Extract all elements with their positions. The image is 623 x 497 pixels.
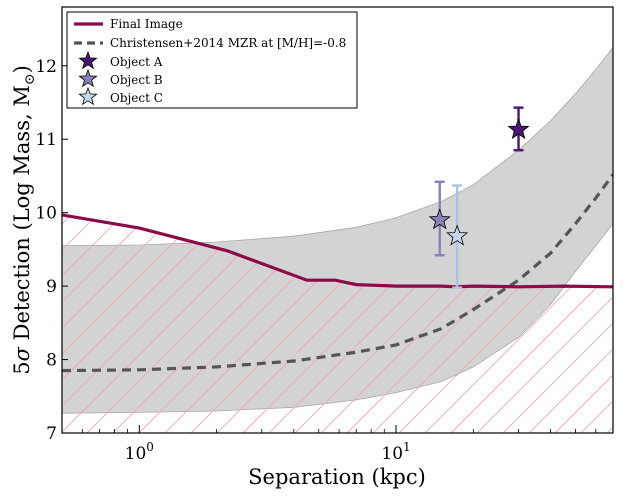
y-tick-label: 10: [35, 204, 57, 224]
plot-frame: [61, 6, 614, 434]
legend-object-b-label: Object B: [110, 73, 163, 87]
x-axis-title: Separation (kpc): [248, 465, 426, 489]
y-tick-label: 11: [35, 130, 57, 150]
legend-box: [66, 11, 358, 109]
y-axis-title-main: Detection (Log Mass, M: [10, 85, 34, 347]
legend-object-b-star: [78, 68, 98, 88]
legend-object-a-label: Object A: [110, 55, 163, 69]
x-tick-label: 100: [125, 440, 154, 464]
y-axis-title: 5σ Detection (Log Mass, M⊙): [10, 65, 38, 375]
y-axis-title-close: ): [10, 65, 34, 73]
x-tick-base: 10: [381, 444, 403, 464]
mzr-dashed-line: [62, 173, 613, 373]
object-b-star-marker: [428, 208, 451, 230]
y-axis-title-sun-symbol: ⊙: [22, 73, 38, 85]
legend-final-image-label: Final Image: [110, 17, 183, 31]
legend: Final Image Christensen+2014 MZR at [M/H…: [66, 11, 358, 109]
y-tick-label: 12: [35, 57, 57, 77]
x-minor-ticks: [81, 429, 597, 433]
y-axis-title-prefix: 5: [10, 361, 34, 374]
legend-object-c-label: Object C: [110, 91, 163, 105]
final-image-line: [62, 213, 613, 289]
y-tick-label: 9: [46, 277, 57, 297]
object-c-star-marker: [446, 224, 469, 246]
x-tick-base: 10: [125, 444, 147, 464]
y-tick-label: 8: [46, 351, 57, 371]
x-tick-label: 101: [381, 440, 410, 464]
legend-object-a-star: [78, 50, 98, 70]
y-axis-title-sigma: σ: [10, 346, 34, 361]
y-tick-label: 7: [46, 424, 57, 444]
legend-mzr-label: Christensen+2014 MZR at [M/H]=-0.8: [110, 36, 346, 50]
x-tick-exponent: 1: [403, 440, 411, 454]
object-a-star-marker: [507, 118, 530, 140]
legend-object-c-star: [78, 86, 98, 106]
x-tick-exponent: 0: [146, 440, 154, 454]
